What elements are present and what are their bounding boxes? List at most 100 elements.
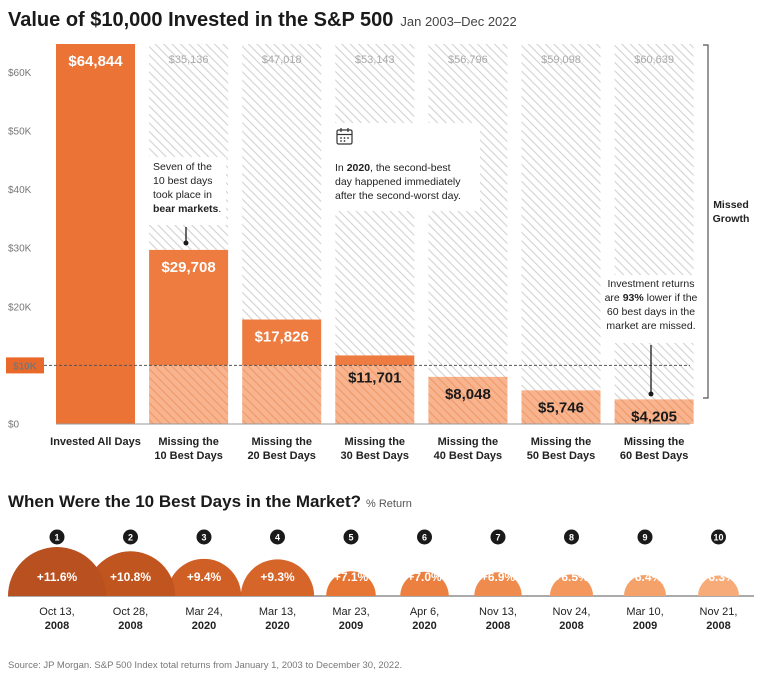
date-year-label: 2008 [45, 620, 69, 632]
rank-badge [564, 529, 579, 545]
annotation-text: 93% [623, 292, 645, 304]
calendar-icon [336, 128, 353, 145]
annotation-text: 2020 [347, 162, 371, 174]
bar-value-label: $5,746 [538, 399, 584, 416]
date-label: Nov 24, [553, 606, 591, 618]
return-semicircle [400, 571, 449, 596]
annotation-text: lower if the [644, 292, 698, 304]
date-label: Oct 28, [113, 606, 148, 618]
best-days-title-main: When Were the 10 Best Days in the Market… [8, 492, 361, 511]
category-label: 60 Best Days [620, 450, 689, 462]
calendar-dot [343, 140, 346, 142]
date-label: Oct 13, [39, 606, 74, 618]
lower-returns-note: Investment returns are 93% lower if the 60… [605, 278, 698, 332]
reference-label: $10K [13, 361, 38, 372]
rank-badge [343, 529, 359, 545]
chart-title-main: Value of $10,000 Invested in the S&P 500 [8, 9, 393, 31]
date-year-label: 2009 [633, 620, 657, 632]
rank-number: 3 [201, 533, 206, 543]
annotation-bg [330, 123, 480, 211]
date-label: Mar 24, [185, 606, 222, 618]
bracket-label: Growth [713, 213, 750, 225]
best-days-title: When Were the 10 Best Days in the Market… [8, 492, 412, 511]
return-semicircle [326, 571, 376, 596]
bar-value-label: $29,708 [161, 259, 215, 276]
calendar-dot [340, 137, 342, 139]
date-year-label: 2008 [118, 620, 142, 632]
missed-growth-label: $60,639 [634, 54, 674, 66]
annotation-text: 60 best days in the [607, 306, 695, 318]
annotation-bg [146, 157, 226, 225]
return-value-label: +6.3% [701, 570, 736, 584]
annotation-text: bear markets [153, 203, 219, 215]
category-label: Missing the [624, 436, 685, 448]
y-tick-label: $40K [8, 185, 32, 196]
value-bar [149, 249, 229, 366]
category-label: Missing the [345, 436, 406, 448]
return-value-label: +6.9% [481, 570, 516, 584]
chart-title-period: Jan 2003–Dec 2022 [400, 14, 516, 29]
value-bar-chart: $0 $20K $30K $40K $50K $60K $64,844 Invested Al… [6, 44, 749, 462]
date-year-label: 2009 [339, 620, 363, 632]
annotation-text: Investment returns [608, 278, 695, 290]
annotation-text: 10 best days [153, 175, 213, 187]
missed-growth-bracket [703, 44, 709, 399]
rank-number: 2 [128, 533, 133, 543]
date-year-label: 2008 [706, 620, 730, 632]
bar-value-label: $11,701 [348, 369, 401, 386]
y-tick-label: $20K [8, 302, 32, 313]
return-semicircle [240, 559, 315, 596]
best-days-chart: +11.6% 1 Oct 13, 2008 +10.8% 2 Oct 28, 2008 +9.4… [8, 529, 754, 632]
rank-badge [49, 529, 65, 545]
rank-badge [270, 529, 285, 545]
calendar-dot [343, 137, 346, 139]
return-value-label: +6.4% [628, 570, 663, 584]
calendar-dot [347, 137, 349, 139]
return-value-label: +9.4% [187, 570, 222, 584]
annotation-text: are [605, 292, 623, 304]
rank-badge [417, 529, 432, 545]
rank-number: 6 [422, 533, 427, 543]
y-tick-label: $30K [8, 244, 32, 255]
annotation-text: after the second-worst day. [335, 190, 461, 202]
missed-growth-label: $56,796 [448, 54, 488, 66]
annotation-text: took place in [153, 189, 212, 201]
value-bar [521, 390, 601, 424]
rank-badge [490, 529, 506, 545]
bear-market-pointer-dot [183, 240, 189, 246]
rank-number: 9 [642, 533, 647, 543]
missed-growth-bar [521, 44, 601, 391]
date-label: Nov 13, [479, 606, 517, 618]
rank-badge [711, 529, 726, 545]
return-value-label: +7.0% [407, 570, 442, 584]
date-label: Mar 10, [626, 606, 663, 618]
missed-growth-label: $53,143 [355, 54, 395, 66]
date-year-label: 2020 [412, 620, 436, 632]
annotation-text: market are missed. [606, 320, 695, 332]
rank-badge [196, 529, 212, 545]
category-label: 40 Best Days [434, 450, 503, 462]
best-days-title-unit: % Return [366, 498, 412, 510]
annotation-text: Seven of the [153, 161, 212, 173]
rank-number: 1 [54, 533, 59, 543]
date-year-label: 2020 [192, 620, 216, 632]
value-bar [428, 376, 508, 424]
missed-growth-label: $47,018 [262, 54, 302, 66]
category-label: Invested All Days [50, 436, 141, 448]
date-label: Mar 13, [259, 606, 296, 618]
category-label: Missing the [438, 436, 499, 448]
bar-value-label: $64,844 [68, 53, 123, 70]
category-label: 20 Best Days [247, 450, 316, 462]
return-semicircle [85, 551, 176, 596]
bracket-label: Missed [713, 199, 749, 211]
missed-growth-bar [242, 44, 322, 320]
missed-growth-label: $35,136 [169, 54, 209, 66]
return-semicircle [549, 574, 594, 596]
rank-badge [637, 529, 653, 545]
return-value-label: +6.5% [554, 570, 589, 584]
lower-returns-pointer-dot [648, 391, 654, 397]
rank-number: 5 [348, 533, 353, 543]
bar-value-label: $4,205 [631, 408, 677, 425]
